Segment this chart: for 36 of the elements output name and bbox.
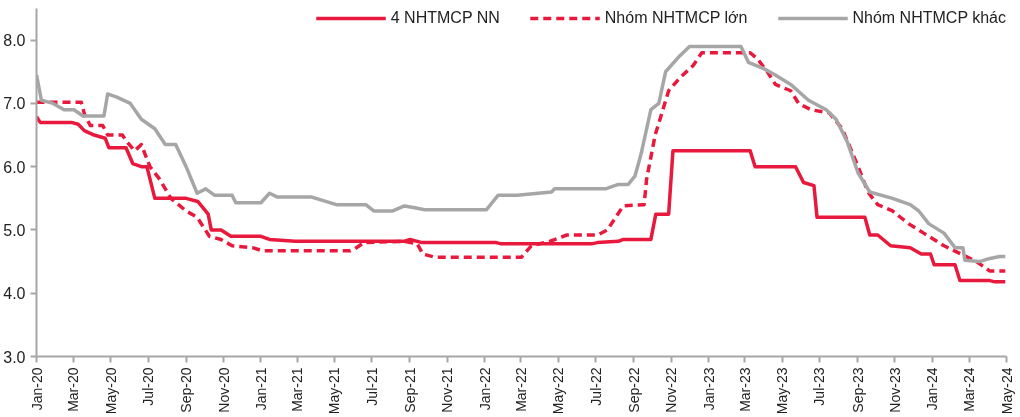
x-tick-label: Jan-23: [700, 367, 717, 411]
x-tick-label: Jul-22: [587, 367, 604, 406]
y-tick-label: 7.0: [3, 95, 26, 113]
y-tick-label: 4.0: [3, 285, 26, 303]
x-tick-label: May-20: [102, 367, 119, 415]
y-tick-label: 6.0: [3, 158, 26, 176]
x-tick-label: Sep-21: [401, 367, 418, 413]
legend-label: 4 NHTMCP NN: [390, 9, 500, 27]
x-tick-label: Mar-20: [65, 367, 82, 412]
x-tick-label: Jul-21: [363, 367, 380, 406]
legend-label: Nhóm NHTMCP lớn: [604, 9, 748, 27]
x-tick-label: Sep-22: [625, 367, 642, 413]
legend-label: Nhóm NHTMCP khác: [852, 9, 1006, 27]
x-tick-label: Sep-23: [849, 367, 866, 413]
x-tick-label: Mar-21: [289, 367, 306, 412]
x-tick-label: Mar-24: [961, 367, 978, 412]
x-tick-label: May-23: [774, 367, 791, 415]
x-tick-label: Jan-20: [28, 367, 45, 411]
x-tick-label: May-24: [998, 367, 1015, 415]
x-tick-label: Jul-20: [140, 367, 157, 406]
y-tick-label: 5.0: [3, 221, 26, 239]
x-tick-label: Jul-23: [811, 367, 828, 406]
y-tick-label: 8.0: [3, 32, 26, 50]
x-tick-label: Jan-24: [924, 367, 941, 411]
x-tick-label: Nov-23: [886, 367, 903, 413]
x-tick-label: Jan-21: [252, 367, 269, 411]
x-tick-label: May-22: [550, 367, 567, 415]
x-tick-label: Nov-22: [663, 367, 680, 413]
x-tick-label: May-21: [326, 367, 343, 415]
x-tick-label: Nov-21: [439, 367, 456, 413]
x-tick-label: Jan-22: [476, 367, 493, 411]
y-tick-label: 3.0: [3, 348, 26, 366]
x-tick-label: Sep-20: [178, 367, 195, 413]
x-tick-label: Nov-20: [215, 367, 232, 413]
x-tick-label: Mar-22: [512, 367, 529, 412]
x-tick-label: Mar-23: [736, 367, 753, 412]
